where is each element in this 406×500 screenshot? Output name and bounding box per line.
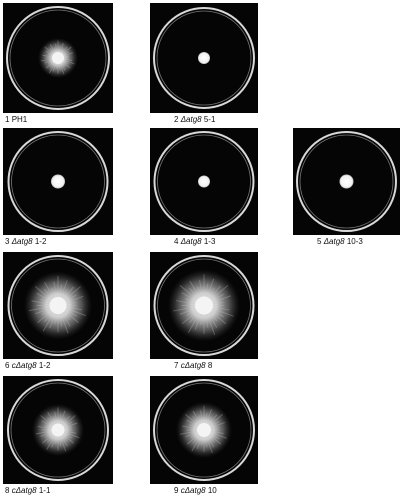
petri-dish-photo: [3, 376, 113, 484]
petri-dish-photo: [150, 376, 258, 484]
colony-center: [49, 297, 67, 314]
dish-rim: [296, 131, 397, 232]
panel-label: 6 cΔatg8 1-2: [5, 361, 51, 370]
colony-center: [195, 296, 213, 315]
gene-name: cΔatg8: [12, 486, 37, 495]
label-part: 4: [174, 237, 179, 246]
petri-dish-photo: [150, 252, 258, 359]
gene-name: Δatg8: [180, 237, 202, 246]
panel-label: 3 Δatg8 1-2: [5, 237, 47, 246]
label-part: 6: [5, 361, 10, 370]
label-part: 1-3: [204, 237, 216, 246]
colony: [339, 174, 354, 189]
dish-rim: [153, 7, 255, 109]
panel-label: 2 Δatg8 5-1: [174, 115, 216, 124]
label-part: 1: [5, 115, 10, 124]
panel-label: 1 PH1: [5, 115, 28, 124]
panel-label: 9 cΔatg8 10: [174, 486, 217, 495]
dish-rim: [153, 379, 255, 481]
dish-rim: [153, 255, 255, 356]
dish-rim-inner: [299, 134, 394, 229]
label-part: 10: [208, 486, 217, 495]
colony: [198, 52, 210, 64]
colony-center: [51, 423, 65, 437]
petri-dish-photo: [3, 3, 113, 113]
petri-dish-photo: [293, 128, 400, 235]
dish-rim-inner: [11, 258, 105, 353]
label-part: 3: [5, 237, 10, 246]
petri-dish-photo: [150, 3, 258, 113]
panel-label: 4 Δatg8 1-3: [174, 237, 216, 246]
colony: [198, 175, 210, 188]
dish-rim-inner: [156, 382, 252, 478]
label-part: 1-1: [39, 486, 51, 495]
label-part: 7: [174, 361, 179, 370]
petri-dish-photo: [3, 128, 113, 235]
label-part: PH1: [12, 115, 28, 124]
colony: [51, 174, 65, 189]
dish-rim: [153, 131, 255, 232]
label-part: 1-2: [35, 237, 47, 246]
dish-rim-inner: [156, 10, 252, 106]
label-part: 2: [174, 115, 179, 124]
dish-rim: [7, 255, 109, 356]
label-part: 8: [5, 486, 10, 495]
dish-rim: [6, 6, 110, 110]
panel-label: 5 Δatg8 10-3: [317, 237, 363, 246]
dish-rim-inner: [10, 382, 106, 478]
gene-name: cΔatg8: [181, 361, 206, 370]
panel-label: 7 cΔatg8 8: [174, 361, 213, 370]
label-part: 5-1: [204, 115, 216, 124]
gene-name: Δatg8: [11, 237, 33, 246]
dish-rim-inner: [9, 9, 107, 107]
colony-center: [52, 52, 64, 64]
gene-name: Δatg8: [180, 115, 202, 124]
label-part: 1-2: [39, 361, 51, 370]
dish-rim: [7, 379, 109, 481]
label-part: 9: [174, 486, 179, 495]
petri-dish-photo: [150, 128, 258, 235]
gene-name: cΔatg8: [181, 486, 206, 495]
label-part: 5: [317, 237, 322, 246]
gene-name: Δatg8: [323, 237, 345, 246]
colony-center: [197, 423, 211, 437]
label-part: 8: [208, 361, 213, 370]
petri-dish-photo: [3, 252, 113, 359]
dish-rim-inner: [157, 134, 251, 229]
label-part: 10-3: [347, 237, 364, 246]
panel-label: 8 cΔatg8 1-1: [5, 486, 51, 495]
dish-rim-inner: [11, 134, 105, 229]
gene-name: cΔatg8: [12, 361, 37, 370]
dish-rim: [7, 131, 109, 232]
dish-rim-inner: [157, 258, 251, 353]
